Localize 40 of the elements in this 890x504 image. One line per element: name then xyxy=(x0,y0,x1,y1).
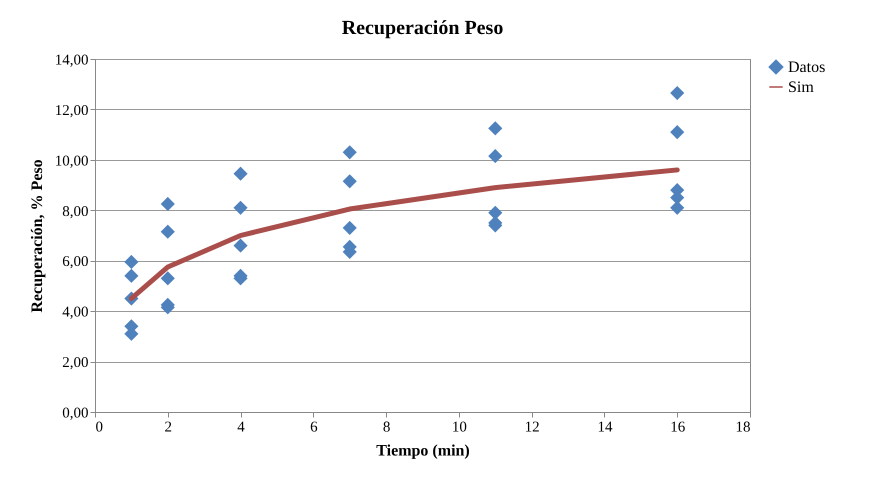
point xyxy=(233,166,248,181)
x-tick-label: 4 xyxy=(237,420,246,436)
y-tick-label: 0,00 xyxy=(62,406,88,422)
y-tick-label: 4,00 xyxy=(62,304,88,321)
chart-title: Recuperación Peso xyxy=(342,17,504,39)
point xyxy=(160,224,175,239)
point xyxy=(670,200,684,215)
point xyxy=(124,254,138,270)
x-tick-label: 8 xyxy=(382,420,390,436)
point xyxy=(160,271,175,286)
x-tick-label: 6 xyxy=(310,420,318,436)
y-axis-title: Recuperación, % Peso xyxy=(28,159,46,313)
y-tick-label: 2,00 xyxy=(62,355,88,372)
legend-label: Datos xyxy=(788,59,826,76)
point xyxy=(670,125,684,140)
x-tick-label: 16 xyxy=(670,420,686,436)
x-tick-label: 2 xyxy=(164,420,172,436)
point xyxy=(488,121,502,136)
point xyxy=(160,196,175,212)
point xyxy=(342,145,357,160)
point xyxy=(342,220,357,236)
point xyxy=(342,174,357,188)
y-tick-label: 6,00 xyxy=(62,254,88,270)
x-tick-label: 12 xyxy=(524,420,540,436)
y-tick-label: 8,00 xyxy=(62,204,88,220)
x-tick-label: 18 xyxy=(736,420,750,436)
x-tick-label: 14 xyxy=(597,420,613,436)
point xyxy=(233,200,248,215)
point xyxy=(233,238,248,253)
point xyxy=(670,86,684,100)
x-tick-label: 0 xyxy=(96,420,103,436)
point xyxy=(124,268,138,283)
legend-label: Sim xyxy=(788,79,814,96)
x-tick-label: 10 xyxy=(452,420,467,436)
y-tick-label: 14,00 xyxy=(54,52,88,68)
point xyxy=(488,206,502,220)
y-tick-label: 12,00 xyxy=(54,102,88,119)
y-tick-label: 10,00 xyxy=(54,153,88,170)
x-axis-title: Tiempo (min) xyxy=(376,442,470,460)
point xyxy=(488,149,502,164)
